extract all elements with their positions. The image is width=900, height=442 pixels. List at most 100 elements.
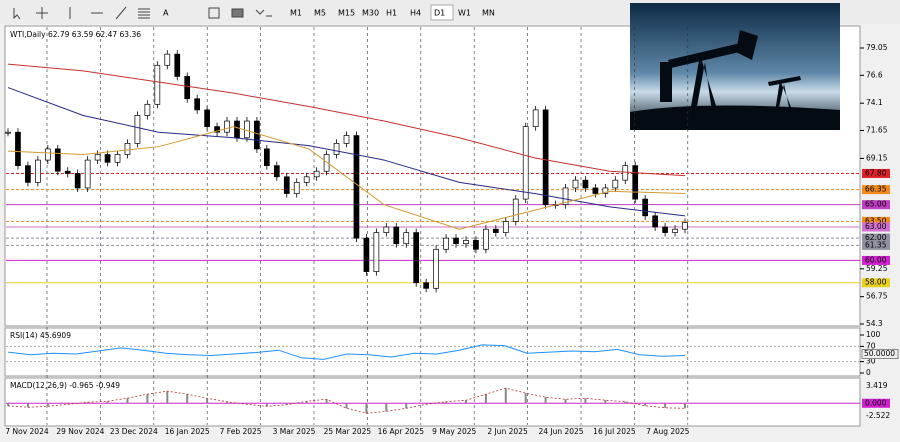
macd-bar [464,400,467,404]
candle [562,187,569,206]
level-label: 67.80 [865,168,887,177]
macd-bar [504,388,507,404]
macd-bar [604,400,607,404]
timeframe-button[interactable]: H1 [386,9,397,18]
macd-signal [7,387,686,414]
candle [682,222,688,230]
candle [5,131,11,134]
rsi-label: RSI(14) 45.6909 [10,331,71,340]
macd-bar [7,403,9,406]
candle [35,159,41,183]
macd-low: -2.522 [866,411,890,420]
candle [234,120,240,139]
level-label: 60.00 [865,255,887,264]
candle [154,64,161,105]
candle [453,237,459,245]
candle [602,187,609,194]
timeframe-button[interactable]: D1 [434,9,445,18]
price-label: 69.15 [866,153,888,162]
timeframe-button[interactable]: M30 [362,9,379,18]
macd-bar [524,393,527,404]
level-label: 58.00 [865,278,887,287]
candle [64,170,71,174]
candle [423,282,429,289]
date-label: 7 Nov 2024 [5,427,48,436]
candle [473,240,479,250]
level-box [862,233,890,243]
timeframes: M1 M5 M15 M30 H1 H4 D1 W1 MN [290,4,495,21]
macd-bar [126,398,129,404]
candle [502,221,509,233]
timeframe-button[interactable]: M15 [338,9,355,18]
candle [672,228,678,233]
date-label: 7 Aug 2025 [646,427,689,436]
rsi-tick-label: 30 [866,357,876,366]
macd-bar [564,399,567,404]
rsi-tick-label: 100 [866,330,881,339]
candle [532,109,539,127]
timeframe-button[interactable]: H4 [410,9,421,18]
candle [353,135,360,239]
candle [483,228,489,250]
macd-bar [624,401,627,404]
candle [254,120,260,150]
shape-icon[interactable] [231,8,244,18]
macd-bar [325,399,328,404]
candle [612,179,619,189]
chart-layer: 7 Nov 2024 29 Nov 2024 23 Dec 2024 16 Jan 2… [5,27,899,436]
arrow-icon[interactable] [255,9,272,17]
label-icon[interactable] [208,7,220,19]
timeframe-button[interactable]: M5 [314,9,326,18]
rsi-line [7,344,686,360]
price-label: 54.3 [866,319,883,328]
candle [303,176,310,183]
macd-zero: 0.000 [865,398,887,407]
crosshair-icon[interactable] [36,7,48,19]
macd-bar [186,394,189,404]
macd-bar [445,401,448,404]
candle [313,170,320,178]
candle [363,237,370,272]
level-label: 66.35 [865,185,887,194]
level-label: 63.50 [865,216,887,225]
rsi-panel [4,327,861,377]
level-box [862,255,890,265]
cursor-icon[interactable] [13,8,21,20]
macd-zero-box [862,398,890,408]
moving-average [7,87,686,217]
level-box [862,185,890,195]
candle [114,154,121,163]
candle [134,115,141,144]
candle [343,135,350,144]
candle [264,148,270,166]
candle [662,226,668,233]
timeframe-button[interactable]: W1 [458,9,471,18]
candle [522,126,529,200]
candle [403,232,410,245]
candle [373,232,380,272]
macd-bar [584,398,587,404]
candle [25,165,31,183]
date-label: 16 Apr 2025 [378,427,425,436]
text-icon[interactable]: A [163,9,169,18]
candle [642,198,649,217]
candle [174,53,181,77]
moving-average [7,126,686,230]
active-timeframe [430,4,454,21]
trendline-icon[interactable] [115,6,127,20]
timeframe-button[interactable]: M1 [290,9,302,18]
macd-bar [345,403,348,409]
macd-bar [66,403,69,405]
macd-bar [166,391,169,404]
candle [383,226,390,233]
level-box [862,278,890,288]
date-label: 9 May 2025 [432,427,476,436]
candle [54,148,61,172]
macd-bar [484,394,487,404]
candle [84,159,91,189]
timeframe-button[interactable]: MN [482,9,495,18]
date-label: 23 Dec 2024 [110,427,158,436]
candle [592,187,599,194]
candle [582,179,589,189]
fibo-icon[interactable] [138,8,150,19]
